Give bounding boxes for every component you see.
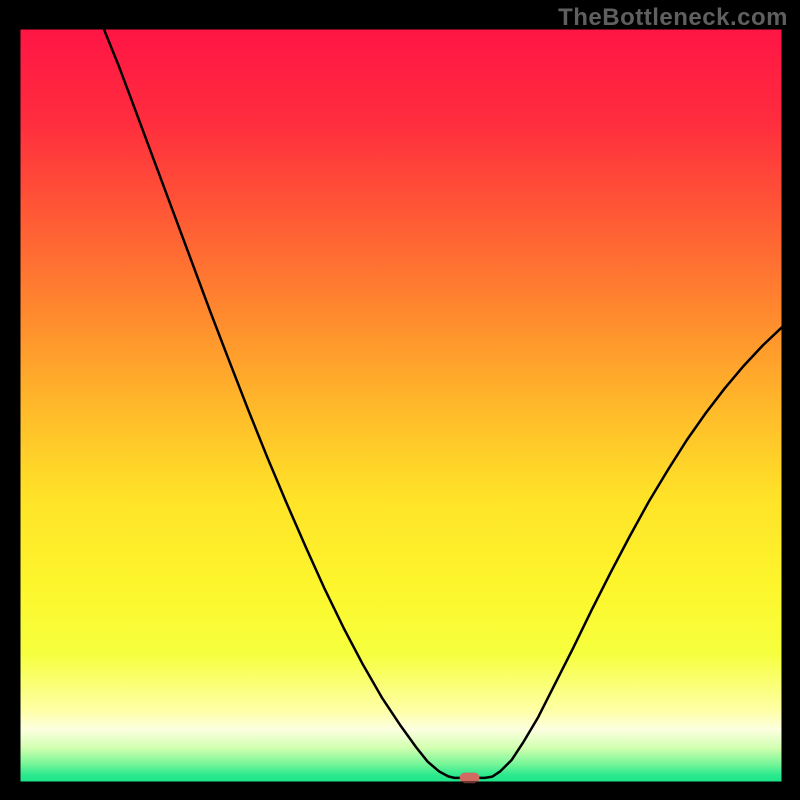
chart-container: TheBottleneck.com — [0, 0, 800, 800]
plot-background — [20, 29, 782, 782]
chart-svg — [0, 0, 800, 800]
watermark-text: TheBottleneck.com — [558, 4, 788, 32]
